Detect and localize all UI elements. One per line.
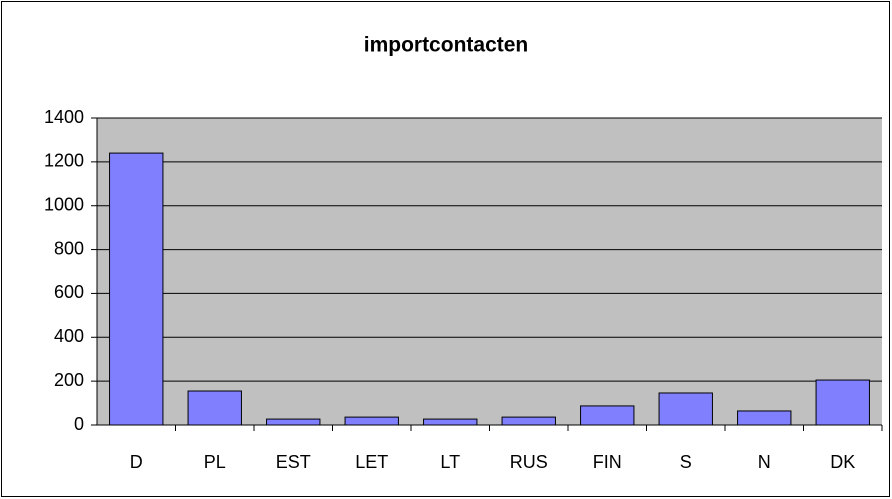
y-tick-label: 0 [74, 414, 84, 434]
y-tick-label: 600 [54, 282, 84, 302]
plot-area [97, 118, 882, 425]
bar [187, 390, 242, 426]
y-tick-label: 200 [54, 370, 84, 390]
x-tick-label: EST [276, 452, 311, 472]
x-tick-label: LET [355, 452, 388, 472]
x-tick-label: LT [440, 452, 460, 472]
bar [815, 379, 870, 426]
bar [344, 416, 399, 426]
x-tick-label: PL [204, 452, 226, 472]
bar [658, 392, 713, 426]
bar [266, 418, 321, 426]
x-tick-label: DK [830, 452, 855, 472]
bar [423, 418, 478, 426]
x-tick-label: RUS [510, 452, 548, 472]
x-tick-label: FIN [593, 452, 622, 472]
x-tick-label: D [130, 452, 143, 472]
x-tick-label: S [680, 452, 692, 472]
y-tick-label: 1400 [44, 107, 84, 127]
y-tick-label: 800 [54, 238, 84, 258]
bar [109, 152, 164, 426]
chart-title: importcontacten [364, 34, 529, 57]
bar [501, 416, 556, 426]
y-tick-label: 1000 [44, 194, 84, 214]
bar [580, 405, 635, 426]
y-tick-label: 400 [54, 326, 84, 346]
bar [737, 410, 792, 426]
y-tick-label: 1200 [44, 151, 84, 171]
x-tick-label: N [758, 452, 771, 472]
